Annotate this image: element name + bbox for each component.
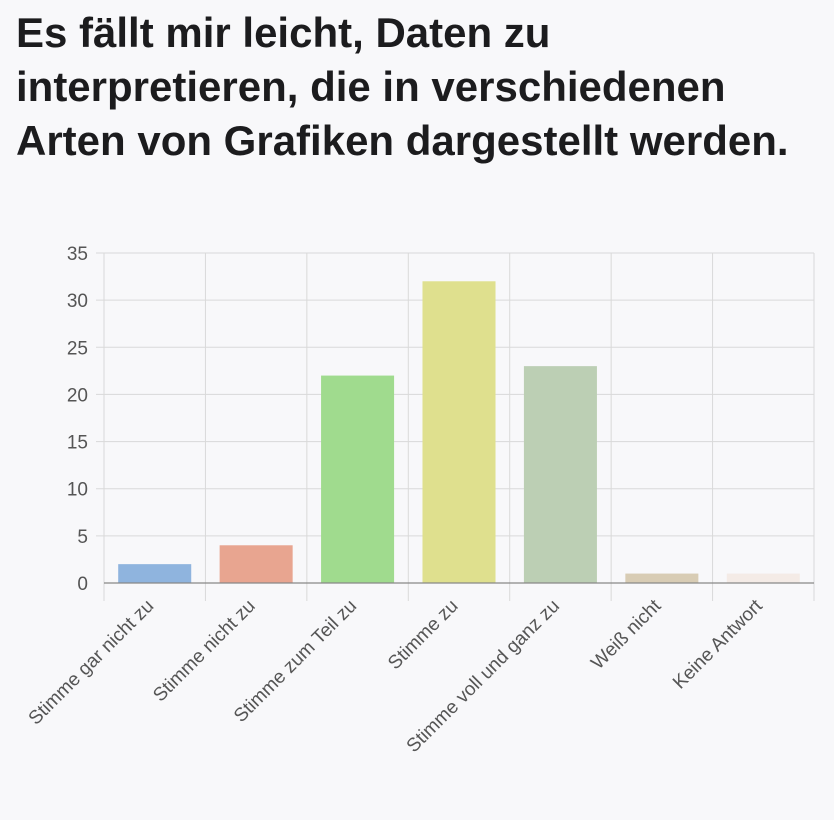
bar-5 [523, 366, 597, 583]
y-tick-label: 25 [67, 338, 88, 359]
bar-2 [219, 545, 293, 583]
category-label: Stimme gar nicht zu [25, 596, 159, 730]
y-tick-label: 30 [67, 291, 88, 312]
chart-title: Es fällt mir leicht, Daten zu interpreti… [16, 9, 789, 164]
bar-3 [321, 375, 395, 583]
bar-6 [625, 573, 699, 583]
y-tick-label: 35 [67, 244, 88, 265]
category-label: Stimme nicht zu [149, 596, 259, 706]
bar-7 [726, 573, 800, 583]
bar-1 [118, 564, 192, 583]
y-tick-label: 20 [67, 385, 88, 406]
category-label: Weiß nicht [587, 595, 666, 674]
y-tick-label: 5 [77, 527, 88, 548]
category-label: Keine Antwort [669, 595, 767, 693]
y-tick-label: 0 [77, 574, 88, 595]
bars [118, 281, 800, 583]
category-label: Stimme zu [384, 596, 462, 674]
y-tick-label: 10 [67, 480, 88, 501]
bar-4 [422, 281, 496, 583]
y-tick-label: 15 [67, 433, 88, 454]
